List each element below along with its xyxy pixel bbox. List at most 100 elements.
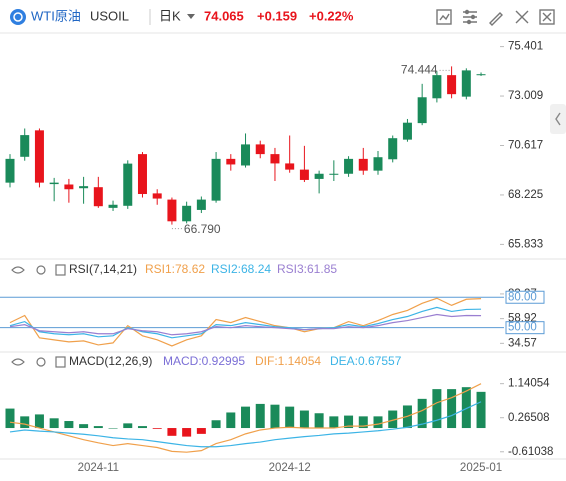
rsi-add[interactable]: [55, 264, 66, 276]
y-tick-label: 75.401: [508, 41, 543, 53]
side-toggle-arrow: [555, 112, 561, 126]
price-change: +0.159: [257, 8, 297, 23]
y-tick-label: 68.225: [508, 189, 543, 201]
period[interactable]: 日K: [159, 8, 181, 23]
candle-body: [402, 122, 412, 140]
macd-bar: [167, 428, 177, 436]
candle-body: [196, 199, 206, 210]
macd-bar: [447, 389, 457, 429]
macd-bar: [344, 415, 354, 429]
candle-body: [314, 173, 324, 179]
macd-bar: [49, 418, 59, 429]
macd-bar: [270, 404, 280, 429]
tool-fullscreen[interactable]: [515, 10, 529, 24]
macd-bar: [314, 413, 324, 429]
symbol-code: USOIL: [90, 8, 129, 23]
candle-body: [182, 205, 192, 222]
macd-bar: [388, 410, 398, 429]
macd-title: MACD(12,26,9): [69, 354, 152, 368]
symbol[interactable]: WTI原油: [31, 8, 81, 23]
candle-body: [241, 144, 251, 166]
y-tick-label: 65.833: [508, 238, 543, 250]
series-line: [9, 401, 482, 448]
rsi-settings[interactable]: [36, 265, 46, 275]
logo-mark: [13, 12, 23, 22]
level-label: 50.00: [508, 322, 537, 334]
macd-bar: [255, 403, 265, 429]
macd-bar: [299, 410, 309, 429]
candle-body: [270, 154, 280, 164]
candle-body: [417, 97, 427, 124]
legend-entry: DIF:1.14054: [255, 354, 321, 368]
candle-body: [373, 157, 383, 171]
macd-bar: [5, 408, 15, 429]
x-tick-label: 2025-01: [460, 462, 502, 474]
candle-body: [358, 158, 368, 171]
macd-bar: [432, 389, 442, 429]
tool-indicator[interactable]: [436, 9, 452, 25]
period-dropdown[interactable]: [187, 14, 195, 19]
rsi-title: RSI(7,14,21): [69, 262, 137, 276]
macd-visibility[interactable]: [11, 358, 25, 366]
macd-bar: [108, 428, 118, 429]
macd-bar: [358, 416, 368, 429]
price-change-pct: +0.22%: [309, 8, 354, 23]
candle-body: [255, 144, 265, 155]
macd-bar: [417, 398, 427, 429]
macd-add[interactable]: [55, 356, 66, 368]
macd-bar: [285, 406, 295, 429]
candle-body: [211, 158, 221, 201]
side-toggle[interactable]: [550, 104, 566, 134]
tool-close[interactable]: [539, 9, 555, 25]
candle-body: [152, 193, 162, 199]
macd-bar: [226, 412, 236, 429]
candle-body: [79, 186, 89, 189]
candle-body: [344, 158, 354, 174]
macd-bar: [211, 420, 221, 429]
legend-entry: RSI2:68.24: [211, 262, 271, 276]
candle-body: [432, 75, 442, 99]
legend-entry: RSI1:78.62: [145, 262, 205, 276]
candle-body: [93, 187, 103, 207]
level-label: 80.00: [508, 291, 537, 303]
candle-body: [167, 199, 177, 222]
candle-body: [299, 169, 309, 180]
candle-body: [123, 163, 133, 206]
y-tick-label: 0.26508: [508, 412, 550, 424]
macd-bar: [123, 423, 133, 429]
series-line: [9, 313, 482, 336]
high-label: 74.444: [401, 63, 438, 77]
macd-settings[interactable]: [36, 357, 46, 367]
macd-bar: [34, 414, 44, 429]
macd-bar: [20, 416, 30, 429]
candle-body: [108, 204, 118, 208]
macd-bar: [476, 391, 486, 429]
series-line: [9, 383, 482, 453]
legend-entry: MACD:0.92995: [163, 354, 245, 368]
candle-body: [447, 75, 457, 95]
y-tick-label: -0.61038: [508, 446, 553, 458]
x-tick-label: 2024-11: [78, 462, 119, 474]
macd-bar: [461, 387, 471, 429]
toolbar: [436, 9, 555, 26]
logo: [10, 9, 26, 25]
level-box: [505, 321, 545, 335]
last-price: 74.065: [204, 8, 244, 23]
level-box: [505, 290, 545, 304]
tool-draw[interactable]: [489, 12, 503, 26]
macd-bar: [182, 428, 192, 437]
candle-body: [285, 163, 295, 170]
candle-body: [49, 182, 59, 185]
macd-bar: [137, 426, 147, 429]
candle-body: [5, 158, 15, 183]
candle-body: [476, 74, 486, 76]
tool-settings[interactable]: [463, 9, 477, 25]
rsi-visibility[interactable]: [11, 266, 25, 274]
series-line: [9, 297, 482, 347]
macd-bar: [373, 416, 383, 429]
macd-bar: [152, 428, 162, 429]
macd-bar: [241, 406, 251, 429]
